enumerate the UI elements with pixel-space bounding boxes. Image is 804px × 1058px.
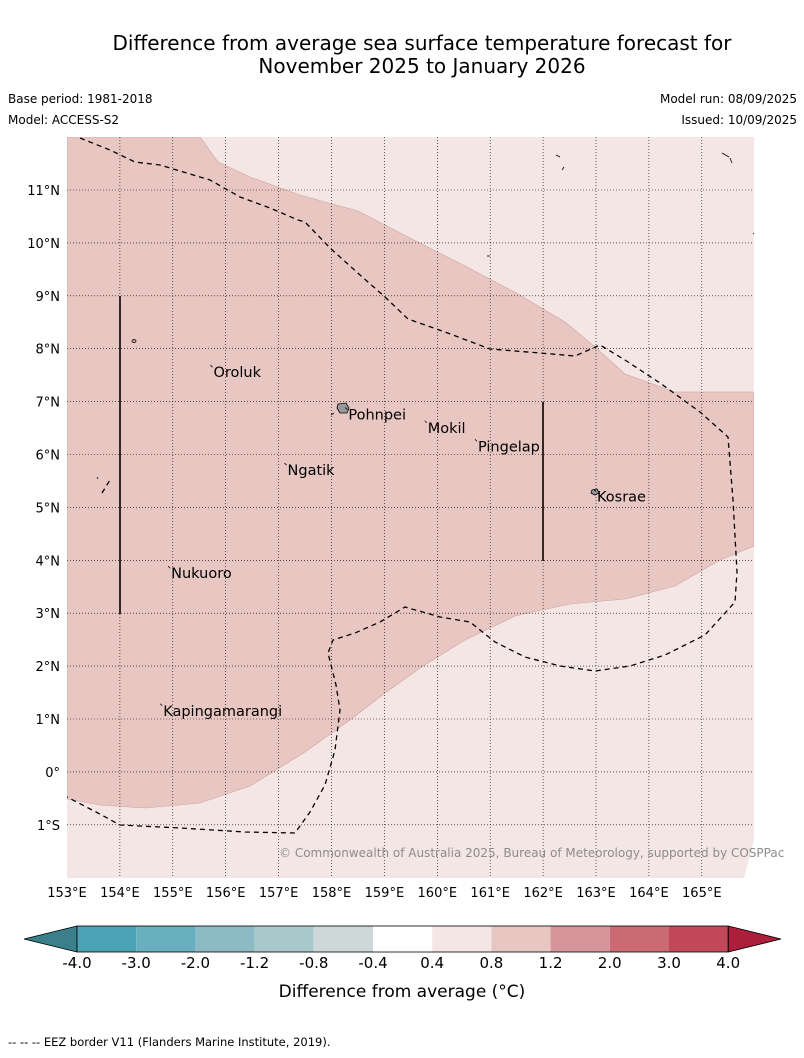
latitude-label: 10°N xyxy=(27,237,60,252)
colorbar-segment xyxy=(609,926,669,952)
place-label: Kapingamarangi xyxy=(163,704,282,720)
colorbar-tick-label: 2.0 xyxy=(598,954,622,972)
place-label: Kosrae xyxy=(597,490,646,506)
blank-edge-lower xyxy=(744,840,754,878)
island-ant xyxy=(330,412,335,416)
longitude-label: 159°E xyxy=(365,886,405,901)
island-pakin xyxy=(131,339,137,343)
longitude-label: 157°E xyxy=(259,886,299,901)
longitude-labels: 153°E 154°E 155°E 156°E 157°E 158°E 159°E 160°E… xyxy=(47,886,721,901)
colorbar-tick-label: 3.0 xyxy=(657,954,681,972)
latitude-label: 6°N xyxy=(36,449,61,464)
colorbar-segment xyxy=(195,926,255,952)
longitude-label: 163°E xyxy=(576,886,616,901)
place-marker xyxy=(593,489,597,492)
longitude-label: 154°E xyxy=(100,886,140,901)
colorbar-segment xyxy=(550,926,610,952)
place-label: Pingelap xyxy=(478,439,540,455)
eez-border-west xyxy=(101,479,111,494)
colorbar-tick-label: -4.0 xyxy=(62,954,91,972)
colorbar-tick-label: 0.4 xyxy=(420,954,444,972)
longitude-label: 155°E xyxy=(153,886,193,901)
latitude-label: 1°N xyxy=(36,713,61,728)
longitude-label: 162°E xyxy=(523,886,563,901)
place-marker xyxy=(159,703,163,707)
colorbar-tick-label: -1.2 xyxy=(240,954,269,972)
place-marker xyxy=(284,462,287,466)
latitude-label: 8°N xyxy=(36,343,61,358)
anomaly-region-0-8-1-2 xyxy=(67,137,754,809)
island-kosrae xyxy=(590,488,600,496)
place-labels: Oroluk Pohnpei Mokil Pingelap Ngatik Kosrae Nu… xyxy=(159,364,646,720)
issued-text: Issued: 10/09/2025 xyxy=(681,113,797,127)
colorbar-tick-label: 4.0 xyxy=(716,954,740,972)
islands xyxy=(96,152,755,496)
latitude-label: 3°N xyxy=(36,607,61,622)
longitude-label: 164°E xyxy=(629,886,669,901)
colorbar-segment xyxy=(669,926,729,952)
colorbar-label: Difference from average (°C) xyxy=(279,982,526,1002)
longitude-label: 165°E xyxy=(682,886,722,901)
colorbar-segment xyxy=(491,926,551,952)
latitude-label: 2°N xyxy=(36,660,61,675)
place-label: Nukuoro xyxy=(171,566,232,582)
reef-4 xyxy=(729,157,733,164)
eez-footnote: -- -- -- EEZ border V11 (Flanders Marine… xyxy=(8,1035,331,1049)
reef-7 xyxy=(752,232,755,235)
place-marker xyxy=(210,364,213,368)
latitude-label: 0° xyxy=(45,766,60,781)
place-marker xyxy=(424,420,428,424)
map-title: Difference from average sea surface temp… xyxy=(0,32,804,78)
colorbar-extend-high xyxy=(727,925,782,953)
reef-1 xyxy=(555,154,561,158)
colorbar-outline xyxy=(76,925,729,953)
place-label: Ngatik xyxy=(288,463,336,479)
colorbar-segment xyxy=(136,926,196,952)
colorbar-extend-low xyxy=(23,925,78,953)
graticule xyxy=(67,137,754,878)
title-line-1: Difference from average sea surface temp… xyxy=(112,31,732,55)
reef-6 xyxy=(96,476,99,480)
latitude-label: 11°N xyxy=(27,184,60,199)
colorbar-tick-label: -0.8 xyxy=(299,954,328,972)
reef-2 xyxy=(561,166,565,171)
place-marker xyxy=(167,565,171,569)
reef-3 xyxy=(721,152,730,158)
longitude-label: 161°E xyxy=(470,886,510,901)
base-period-text: Base period: 1981-2018 xyxy=(8,92,153,106)
place-label: Mokil xyxy=(428,421,466,437)
place-marker xyxy=(345,407,348,410)
colorbar-tick-label: -0.4 xyxy=(358,954,387,972)
colorbar-segment xyxy=(432,926,492,952)
colorbar-tick-label: -3.0 xyxy=(122,954,151,972)
eez-border-fsm xyxy=(67,137,738,834)
longitude-label: 156°E xyxy=(206,886,246,901)
colorbar-segment xyxy=(373,926,433,952)
latitude-labels: 11°N 10°N 9°N 8°N 7°N 6°N 5°N 4°N 3°N 2°N 1°N 0° 1°S xyxy=(27,184,60,834)
place-marker xyxy=(474,438,478,442)
colorbar-tick-label: 0.8 xyxy=(479,954,503,972)
colorbar-segment xyxy=(313,926,373,952)
colorbar-segment xyxy=(77,926,137,952)
colorbar-tick-label: 1.2 xyxy=(539,954,563,972)
copyright-text: © Commonwealth of Australia 2025, Bureau… xyxy=(279,846,784,860)
colorbar-segment xyxy=(254,926,314,952)
latitude-label: 4°N xyxy=(36,554,61,569)
colorbar: -4.0 -3.0 -2.0 -1.2 -0.8 -0.4 0.4 0.8 1.2 2.0 3.0 4… xyxy=(23,925,782,972)
longitude-label: 160°E xyxy=(418,886,458,901)
latitude-label: 5°N xyxy=(36,501,61,516)
latitude-label: 9°N xyxy=(36,290,61,305)
island-pohnpei xyxy=(336,402,350,414)
longitude-label: 153°E xyxy=(47,886,87,901)
model-run-text: Model run: 08/09/2025 xyxy=(659,92,797,106)
model-text: Model: ACCESS-S2 xyxy=(8,113,120,127)
title-line-2: November 2025 to January 2026 xyxy=(258,54,586,78)
latitude-label: 1°S xyxy=(37,819,60,834)
latitude-label: 7°N xyxy=(36,396,61,411)
place-label: Pohnpei xyxy=(348,408,406,424)
longitude-label: 158°E xyxy=(312,886,352,901)
place-label: Oroluk xyxy=(213,365,261,381)
colorbar-tick-label: -2.0 xyxy=(181,954,210,972)
